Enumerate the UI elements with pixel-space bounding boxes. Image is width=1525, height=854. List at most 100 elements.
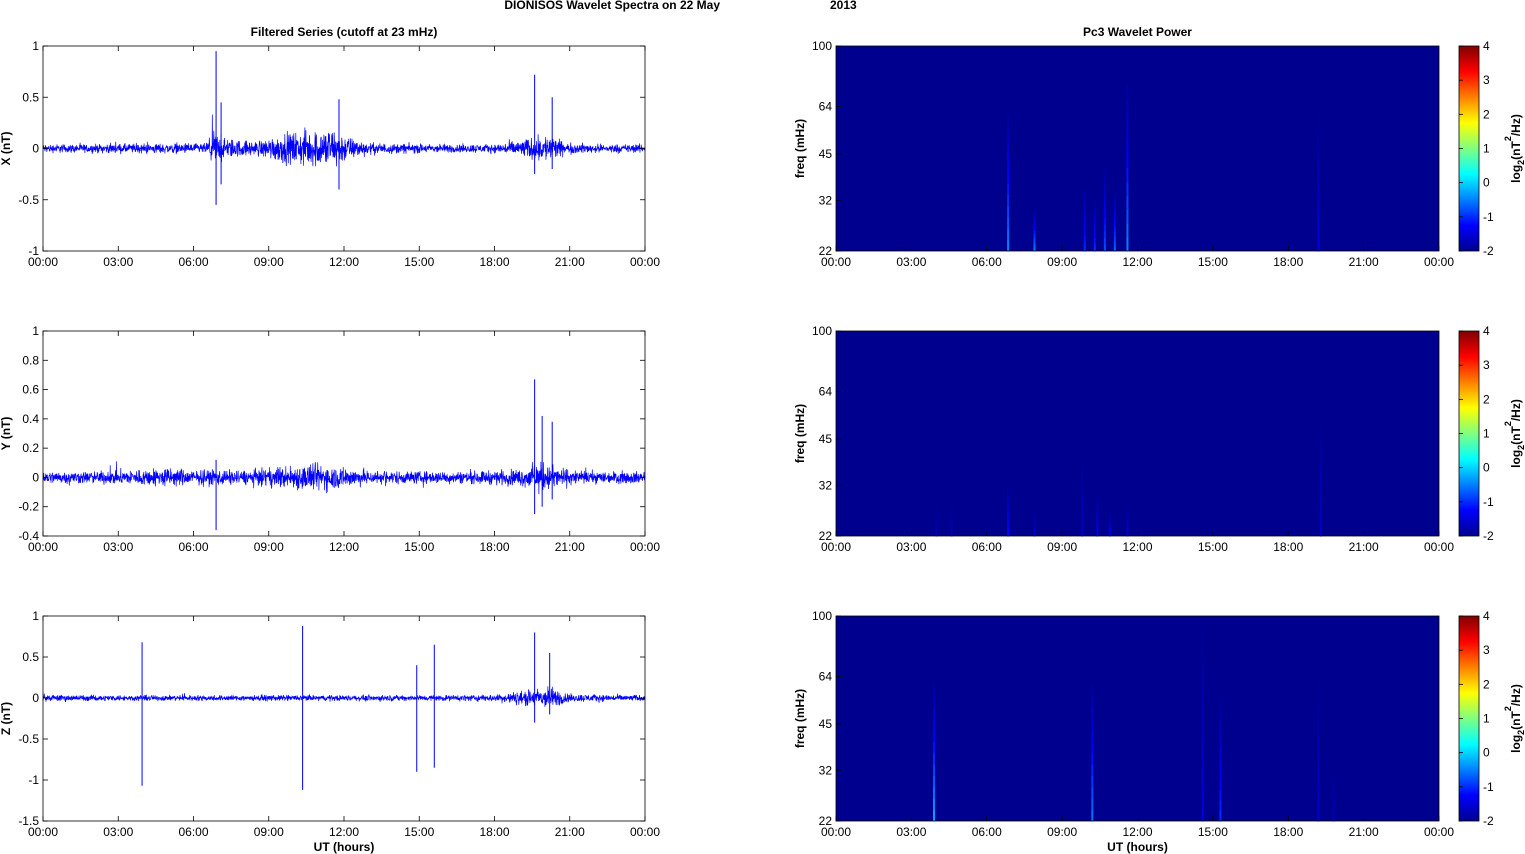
x-spectrum-burst-0-seg-4 [1007,194,1010,207]
x-spectrum-burst-0-seg-9 [1007,137,1010,150]
z-spectrum-xtick-label-5: 15:00 [1198,825,1228,839]
y-spectrum-burst-8-seg-4 [1319,489,1322,500]
x-spectrum-xtick-label-5: 15:00 [1198,255,1228,269]
x-series-xtick-label-7: 21:00 [555,255,585,269]
y-spectrum-burst-5-seg-4 [1096,518,1099,523]
y-spectrum-burst-5-seg-6 [1096,511,1099,516]
z-spectrum-burst-3-seg-9 [1219,717,1222,729]
x-spectrum-burst-2-seg-9 [1083,198,1086,205]
y-spectrum-colorbar-title: log2(nT2/Hz) [1503,399,1525,468]
x-spectrum-burst-7-seg-2 [1317,217,1320,229]
z-spectrum-colorbar-label-0: -2 [1483,814,1494,828]
z-spectrum-burst-5-seg-3 [1332,804,1335,809]
x-series-xtick-label-0: 00:00 [28,255,58,269]
x-spectrum-burst-4-seg-8 [1103,190,1106,198]
z-spectrum-burst-4-seg-1 [1317,798,1320,811]
y-spectrum-burst-6-seg-11 [1108,513,1111,516]
z-spectrum-burst-5-seg-6 [1332,791,1335,797]
z-spectrum-burst-0-seg-2 [932,787,935,799]
x-spectrum-burst-3-seg-4 [1093,229,1096,235]
x-series-ytick-label-0: -1 [28,244,39,258]
y-spectrum-xtick-label-8: 00:00 [1424,540,1454,554]
y-series-xtick-label-2: 06:00 [178,540,208,554]
y-series-xtick-label-3: 09:00 [254,540,284,554]
z-spectrum-burst-2-seg-10 [1201,646,1204,663]
x-spectrum-background [836,46,1439,251]
x-spectrum-burst-7-seg-3 [1317,205,1320,218]
x-spectrum-burst-4-seg-7 [1103,197,1106,205]
z-spectrum-burst-0-seg-1 [932,798,935,811]
y-spectrum-colorbar-label-6: 4 [1483,324,1490,338]
y-spectrum-burst-0-seg-2 [935,529,938,532]
y-spectrum-burst-6-seg-7 [1108,520,1111,524]
y-spectrum-xtick-label-2: 06:00 [972,540,1002,554]
y-spectrum-colorbar-label-1: -1 [1483,495,1494,509]
x-spectrum-title: Pc3 Wavelet Power [1083,25,1192,39]
y-spectrum-burst-0-seg-4 [935,524,938,528]
z-series-xtick-label-1: 03:00 [103,825,133,839]
y-spectrum-burst-1-seg-3 [950,525,953,529]
x-spectrum-burst-3-seg-0 [1093,246,1096,252]
y-series-xtick-label-0: 00:00 [28,540,58,554]
z-series-xtick-label-6: 18:00 [479,825,509,839]
z-spectrum-burst-2-seg-8 [1201,677,1204,695]
x-spectrum-burst-0-seg-2 [1007,217,1010,229]
x-spectrum-burst-3-seg-11 [1093,200,1096,205]
x-spectrum-burst-2-seg-7 [1083,209,1086,215]
y-spectrum-burst-3-seg-5 [1033,524,1036,528]
z-series-xtick-label-4: 12:00 [329,825,359,839]
y-spectrum-burst-6-seg-6 [1108,522,1111,526]
z-spectrum-burst-0-seg-10 [932,696,935,709]
y-spectrum-burst-0-seg-6 [935,519,938,523]
z-spectrum-burst-2-seg-1 [1201,789,1204,806]
z-spectrum-burst-0-seg-11 [932,685,935,697]
y-spectrum-burst-4-seg-9 [1081,474,1084,482]
x-spectrum-burst-0-seg-6 [1007,171,1010,184]
x-spectrum-burst-1-seg-8 [1033,219,1036,224]
x-spectrum-colorbar-label-4: 2 [1483,107,1490,121]
z-spectrum-burst-1-seg-3 [1091,775,1094,788]
x-spectrum-xtick-label-1: 03:00 [896,255,926,269]
x-spectrum-xtick-label-3: 09:00 [1047,255,1077,269]
x-spectrum-xtick-label-8: 00:00 [1424,255,1454,269]
y-spectrum-xtick-label-5: 15:00 [1198,540,1228,554]
y-spectrum-burst-7-seg-6 [1126,516,1129,521]
y-spectrum-burst-6-seg-2 [1108,530,1111,533]
y-series-ytick-label-1: -0.2 [18,500,39,514]
x-spectrum-burst-6-seg-2 [1126,209,1129,224]
y-spectrum-colorbar-label-3: 1 [1483,427,1490,441]
x-spectrum-burst-2-seg-10 [1083,193,1086,200]
x-spectrum-burst-1-seg-7 [1033,223,1036,228]
z-spectrum-burst-3-seg-1 [1219,800,1222,812]
z-spectrum-colorbar-title-part-3: 2 [1503,706,1513,711]
x-spectrum-burst-1-seg-10 [1033,212,1036,217]
z-spectrum-ytick-label-4: 100 [812,609,832,623]
z-spectrum-burst-0-seg-8 [932,719,935,731]
z-spectrum-burst-4-seg-10 [1317,696,1320,709]
z-spectrum-burst-1-seg-11 [1091,685,1094,697]
x-spectrum-burst-7-seg-1 [1317,228,1320,241]
y-spectrum-burst-4-seg-5 [1081,499,1084,506]
y-spectrum-burst-3-seg-9 [1033,517,1036,520]
y-spectrum-ylabel: freq (mHz) [793,404,807,463]
y-series-ytick-label-5: 0.6 [22,383,39,397]
z-spectrum-burst-3-seg-10 [1219,707,1222,719]
y-spectrum-burst-5-seg-0 [1096,532,1099,537]
y-spectrum-burst-1-seg-5 [950,519,953,523]
z-spectrum-burst-3-seg-8 [1219,727,1222,739]
x-series-xtick-label-1: 03:00 [103,255,133,269]
x-spectrum-burst-1-seg-1 [1033,244,1036,249]
z-spectrum-burst-1-seg-1 [1091,798,1094,811]
x-spectrum-burst-5-seg-2 [1113,236,1116,242]
y-spectrum-burst-7-seg-1 [1126,530,1129,534]
y-spectrum-burst-4-seg-3 [1081,511,1084,519]
z-series-axes-frame [42,615,646,822]
x-spectrum-burst-4-seg-11 [1103,170,1106,178]
y-spectrum-burst-8-seg-2 [1319,508,1322,518]
y-spectrum-burst-4-seg-7 [1081,486,1084,494]
z-spectrum-burst-2-seg-9 [1201,662,1204,679]
y-spectrum-xtick-label-0: 00:00 [821,540,851,554]
y-spectrum-burst-3-seg-7 [1033,520,1036,524]
x-spectrum-colorbar-title: log2(nT2/Hz) [1503,114,1525,183]
